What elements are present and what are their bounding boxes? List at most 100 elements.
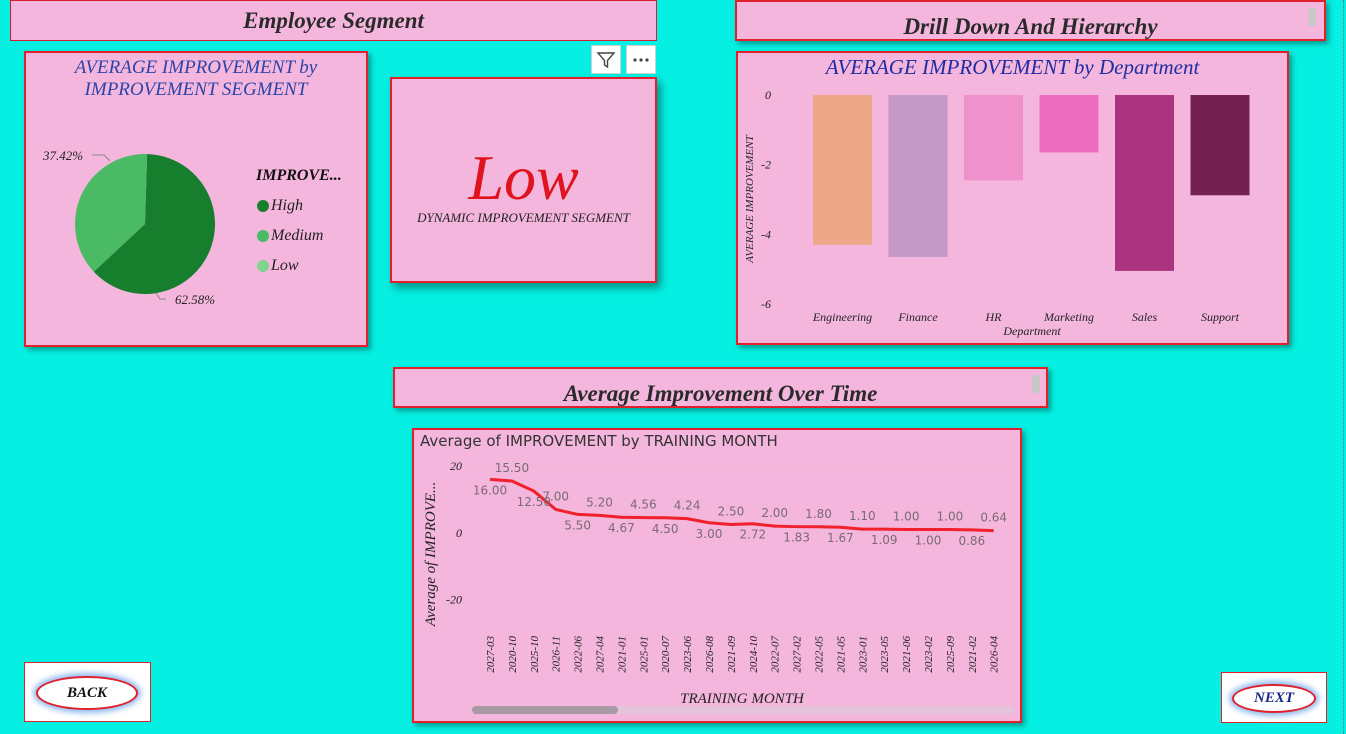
data-label: 1.67 — [827, 531, 854, 545]
back-button-container: BACK — [24, 662, 151, 722]
x-tick-label: 2022-06 — [573, 636, 585, 673]
x-tick-label: 2024-10 — [748, 636, 760, 673]
bar-engineering[interactable] — [813, 95, 872, 245]
x-tick-label: 2023-06 — [682, 636, 694, 673]
pie-leader-line — [155, 292, 166, 300]
more-options-icon[interactable] — [626, 45, 656, 74]
x-tick-label: 2021-05 — [835, 636, 847, 673]
y-tick-label: -20 — [446, 593, 462, 607]
pie-legend: High Medium Low — [257, 191, 323, 281]
visual-header-icons — [591, 45, 657, 74]
bar-support[interactable] — [1190, 95, 1250, 196]
data-label: 1.83 — [783, 531, 810, 545]
data-label: 1.00 — [937, 509, 964, 523]
x-tick-label: 2023-02 — [923, 636, 935, 673]
line-series[interactable] — [489, 477, 994, 533]
pie-legend-item-low[interactable]: Low — [257, 251, 323, 281]
data-label: 12.50 — [517, 495, 551, 509]
data-label: 1.09 — [871, 533, 898, 547]
back-button[interactable]: BACK — [36, 676, 138, 710]
back-button-label: BACK — [66, 684, 108, 701]
y-tick-label: 0 — [456, 526, 462, 540]
department-bar-chart-panel: AVERAGE IMPROVEMENT by Department 0 -2 -4 -… — [736, 51, 1289, 345]
x-tick-label: Marketing — [1043, 310, 1094, 324]
x-tick-label: 2022-07 — [770, 636, 782, 673]
data-label: 3.00 — [696, 527, 723, 541]
x-tick-label: Finance — [897, 310, 938, 324]
data-label: 4.67 — [608, 521, 635, 535]
x-tick-label: 2027-03 — [485, 636, 497, 673]
y-tick-label: -4 — [761, 227, 771, 241]
horizontal-scrollbar-thumb[interactable] — [472, 706, 618, 714]
pie-label-high: 62.58% — [175, 292, 215, 307]
pie-slice-high[interactable] — [93, 154, 215, 294]
data-label: 0.64 — [980, 511, 1007, 525]
line-chart[interactable]: 20 0 -20 16.00 2027-03 15.50 2020-10 12.50 2025-… — [414, 430, 1020, 721]
over-time-title: Average Improvement Over Time — [563, 380, 878, 406]
x-tick-label: 2023-05 — [879, 636, 891, 673]
bar-sales[interactable] — [1115, 95, 1174, 271]
y-axis-label: Average of IMPROVE... — [423, 482, 439, 628]
over-time-header-scrollbar[interactable] — [1032, 375, 1040, 393]
bar-chart[interactable]: 0 -2 -4 -6 Engineering Finance HR Marketing Sale… — [738, 53, 1287, 343]
x-tick-label: 2021-09 — [726, 636, 738, 673]
x-tick-label: 2020-10 — [507, 636, 519, 673]
bar-marketing[interactable] — [1039, 95, 1099, 153]
data-label: 1.80 — [805, 507, 832, 521]
line-chart-title: Average of IMPROVEMENT by TRAINING MONTH — [420, 432, 778, 450]
next-button-container: NEXT — [1221, 672, 1327, 723]
pie-legend-item-medium[interactable]: Medium — [257, 221, 323, 251]
x-tick-label: HR — [985, 310, 1003, 324]
y-tick-label: 0 — [765, 88, 771, 102]
horizontal-scrollbar[interactable] — [472, 706, 1014, 714]
x-tick-label: 2025-09 — [945, 636, 957, 673]
y-axis-label: AVERAGE IMPROVEMENT — [744, 134, 756, 263]
x-tick-label: 2026-11 — [551, 636, 563, 672]
header-scrollbar[interactable] — [1308, 8, 1316, 26]
x-tick-label: Engineering — [812, 310, 872, 324]
data-label: 7.00 — [542, 489, 569, 503]
pie-legend-title: IMPROVE... — [256, 167, 342, 184]
y-tick-label: -6 — [761, 297, 771, 311]
filter-icon[interactable] — [591, 45, 621, 74]
x-tick-label: 2026-04 — [989, 636, 1001, 673]
data-label: 4.24 — [674, 499, 701, 513]
pie-chart-panel: AVERAGE IMPROVEMENT by IMPROVEMENT SEGME… — [24, 51, 368, 347]
y-tick-label: -2 — [761, 158, 771, 172]
x-tick-label: 2027-04 — [595, 636, 607, 673]
bar-finance[interactable] — [888, 95, 948, 257]
data-label: 2.50 — [718, 504, 745, 518]
x-tick-label: 2021-06 — [901, 636, 913, 673]
data-label: 5.50 — [564, 518, 591, 532]
data-label: 2.00 — [761, 506, 788, 520]
data-label: 1.10 — [849, 509, 876, 523]
y-tick-label: 20 — [450, 459, 462, 473]
pie-chart-title-line2: IMPROVEMENT SEGMENT — [84, 79, 308, 100]
data-label: 2.72 — [739, 528, 766, 542]
pie-legend-label: Medium — [271, 227, 324, 244]
data-label: 1.00 — [893, 509, 920, 523]
bar-chart-title: AVERAGE IMPROVEMENT by Department — [825, 55, 1200, 79]
x-axis-label: Department — [1002, 324, 1061, 338]
segment-card[interactable]: Low DYNAMIC IMPROVEMENT SEGMENT — [390, 77, 657, 283]
legend-dot-icon — [257, 230, 269, 242]
data-label: 4.56 — [630, 498, 657, 512]
data-label: 0.86 — [958, 534, 985, 548]
x-tick-label: 2023-01 — [857, 636, 869, 673]
data-label: 15.50 — [495, 461, 529, 475]
drill-down-title: Drill Down And Hierarchy — [903, 13, 1158, 39]
pie-label-medium: 37.42% — [42, 148, 83, 163]
next-button[interactable]: NEXT — [1232, 684, 1316, 713]
next-button-label: NEXT — [1253, 690, 1294, 706]
data-label: 5.20 — [586, 495, 613, 509]
pie-legend-item-high[interactable]: High — [257, 191, 323, 221]
pie-chart[interactable]: 37.42% 62.58% — [26, 53, 366, 345]
data-label: 1.00 — [915, 533, 942, 547]
pie-slice-medium[interactable] — [74, 154, 148, 272]
pie-chart-title-line1: AVERAGE IMPROVEMENT by — [74, 57, 318, 78]
x-tick-label: Support — [1201, 310, 1240, 324]
x-tick-label: Sales — [1132, 310, 1158, 324]
pie-legend-label: Low — [271, 257, 299, 274]
x-tick-label: 2021-02 — [967, 636, 979, 673]
bar-hr[interactable] — [964, 95, 1023, 181]
